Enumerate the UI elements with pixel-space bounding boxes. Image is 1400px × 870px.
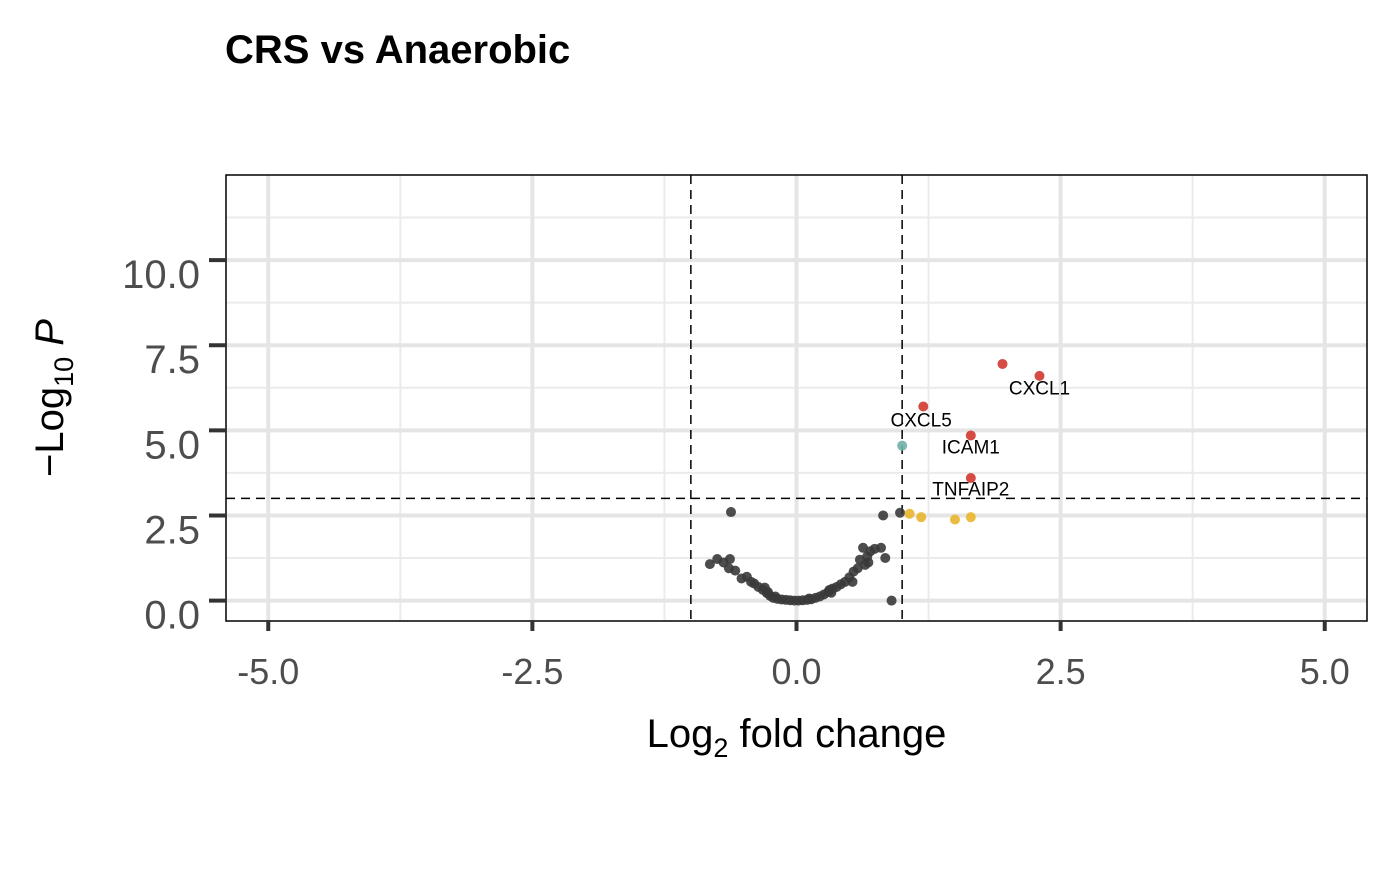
- data-point-ns: [724, 554, 735, 565]
- data-point-ns: [749, 578, 760, 589]
- data-point-ns: [878, 510, 889, 521]
- data-point-log2fc: [904, 508, 915, 519]
- data-point-ns: [858, 542, 869, 553]
- data-point-log2fc: [965, 512, 976, 523]
- gene-label: CXCL1: [1009, 379, 1070, 400]
- data-point-ns: [762, 587, 773, 598]
- data-point-ns: [704, 559, 715, 570]
- chart-title: CRS vs Anaerobic: [225, 28, 571, 72]
- y-tick-label: 2.5: [144, 508, 200, 552]
- cutoff-lines: [226, 175, 1367, 621]
- x-tick-label: -2.5: [501, 651, 563, 692]
- gene-label: ICAM1: [942, 437, 1000, 458]
- data-point-log2fc: [949, 514, 960, 525]
- y-tick-label: 7.5: [144, 338, 200, 382]
- y-tick-label: 0.0: [144, 594, 200, 638]
- y-tick-label: 5.0: [144, 423, 200, 467]
- x-tick-label: 5.0: [1300, 651, 1350, 692]
- gene-labels: CXCL1 CXCL5 ICAM1 TNFAIP2: [891, 379, 1071, 501]
- y-axis-title: −Log10 P: [28, 319, 79, 477]
- data-point-ns: [876, 542, 887, 553]
- data-point-ns: [826, 587, 837, 598]
- data-point-ns: [730, 565, 741, 576]
- data-point-p_and_log2fc: [965, 430, 976, 441]
- data-point-p_and_log2fc: [965, 473, 976, 484]
- y-tick-label: 10.0: [122, 253, 200, 297]
- x-tick-label: 0.0: [771, 651, 821, 692]
- x-tick-label: 2.5: [1036, 651, 1086, 692]
- gene-label: TNFAIP2: [932, 480, 1009, 501]
- data-point-ns: [886, 595, 897, 606]
- data-point-p_and_log2fc: [1034, 370, 1045, 381]
- x-tick-label: -5.0: [237, 651, 299, 692]
- data-point-log2fc: [916, 512, 927, 523]
- data-point-ns: [880, 553, 891, 564]
- data-point-p_and_log2fc: [918, 401, 929, 412]
- axes: -5.0 -2.5 0.0 2.5 5.0 0.0 2.5 5.0 7.5 10.0 Log2 fo…: [28, 253, 1350, 763]
- x-axis-title: Log2 fold change: [647, 712, 947, 763]
- data-point-p: [897, 440, 908, 451]
- gene-label: CXCL5: [891, 410, 952, 431]
- data-points: [704, 358, 1045, 606]
- grid: [226, 175, 1367, 621]
- data-point-p_and_log2fc: [997, 358, 1008, 369]
- data-point-ns: [847, 576, 858, 587]
- data-point-ns: [770, 591, 781, 602]
- data-point-ns: [895, 507, 906, 518]
- data-point-ns: [804, 593, 815, 604]
- data-point-ns: [863, 557, 874, 568]
- data-point-ns: [725, 507, 736, 518]
